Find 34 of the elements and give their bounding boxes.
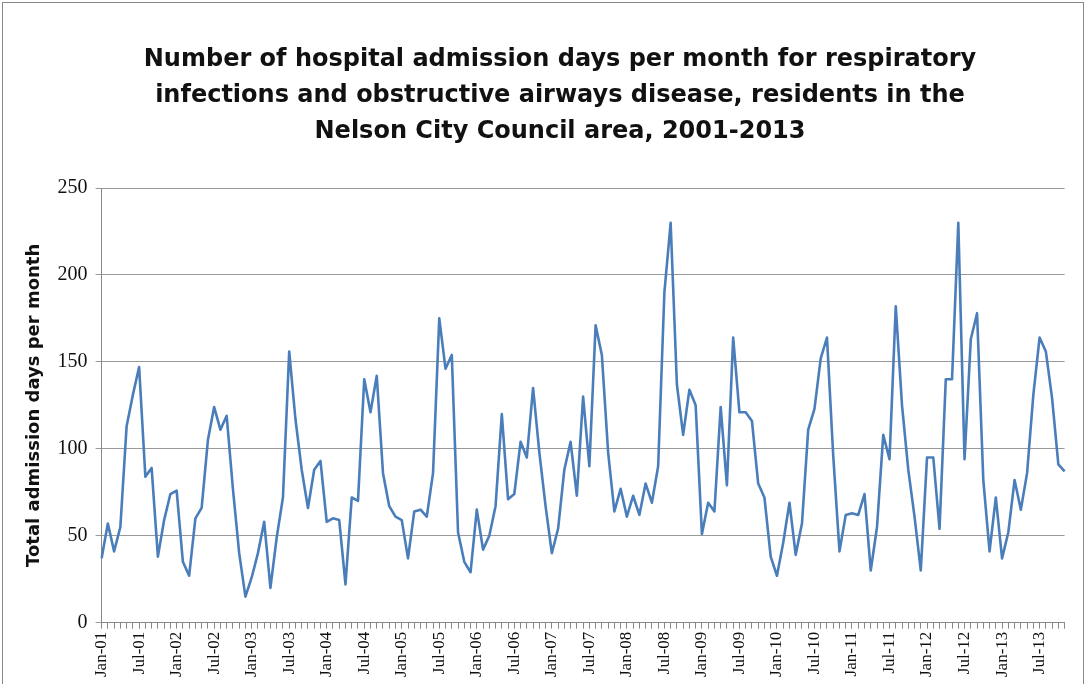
x-tick-label: Jul-04	[353, 631, 373, 675]
x-tick-label: Jan-11	[841, 631, 861, 677]
x-tick-label: Jan-10	[766, 631, 786, 678]
y-tick-label: 250	[57, 175, 88, 198]
x-tick-label: Jul-12	[954, 631, 974, 675]
x-tick-label: Jul-05	[428, 631, 448, 675]
y-tick-label: 150	[57, 349, 88, 372]
x-tick-label: Jul-03	[278, 631, 298, 675]
y-axis-title: Total admission days per month	[22, 243, 44, 567]
x-tick-label: Jan-08	[616, 631, 636, 678]
y-tick-label: 200	[57, 262, 88, 285]
x-tick-label: Jul-13	[1029, 631, 1049, 675]
x-tick-label: Jan-04	[316, 631, 336, 678]
chart-title: Number of hospital admission days per month for respiratory infections and obstructive airways disease, residents in the Nelson City Council area, 2001-2013	[142, 43, 978, 146]
x-tick-label: Jul-01	[128, 631, 148, 675]
x-tick-label: Jan-01	[91, 631, 111, 678]
x-tick-label: Jan-05	[391, 631, 411, 678]
x-tick-label: Jan-12	[916, 631, 936, 678]
y-tick-label: 0	[77, 609, 88, 632]
x-tick-label: Jul-09	[728, 631, 748, 675]
x-tick-label: Jan-06	[466, 631, 486, 678]
y-tick-label: 50	[67, 522, 88, 545]
x-tick-label: Jul-10	[803, 631, 823, 675]
x-tick-label: Jan-13	[991, 631, 1011, 678]
x-tick-label: Jan-07	[541, 631, 561, 678]
y-tick-label: 100	[57, 436, 88, 459]
x-tick-label: Jul-06	[503, 631, 523, 675]
x-tick-label: Jan-02	[166, 631, 186, 678]
x-tick-label: Jul-11	[878, 631, 898, 674]
x-tick-label: Jan-09	[691, 631, 711, 678]
x-tick-label: Jul-08	[653, 631, 673, 675]
x-tick-label: Jul-07	[578, 631, 598, 675]
x-tick-label: Jan-03	[241, 631, 261, 678]
x-tick-label: Jul-02	[203, 631, 223, 675]
